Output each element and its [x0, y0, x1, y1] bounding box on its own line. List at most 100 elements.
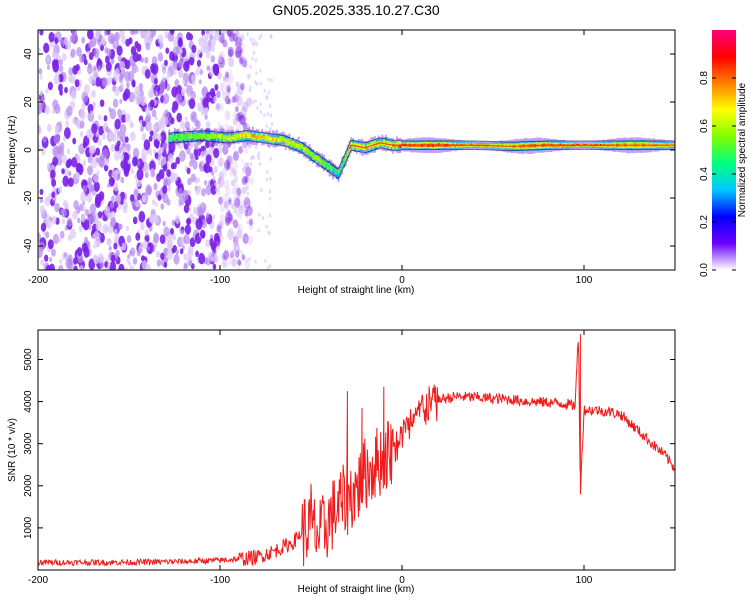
- noise-speckle: [224, 109, 231, 121]
- noise-speckle: [153, 149, 157, 155]
- noise-speckle: [222, 39, 228, 48]
- noise-speckle: [255, 81, 259, 86]
- noise-speckle: [249, 98, 253, 104]
- noise-speckle: [152, 199, 156, 206]
- noise-speckle: [228, 213, 233, 222]
- noise-speckle: [230, 156, 235, 164]
- noise-speckle: [228, 48, 233, 57]
- signal-segment: [223, 135, 225, 139]
- noise-speckle: [222, 193, 229, 204]
- noise-speckle: [52, 59, 58, 69]
- noise-speckle: [236, 95, 243, 107]
- noise-speckle: [177, 38, 183, 48]
- signal-segment: [323, 161, 325, 168]
- noise-speckle: [61, 218, 66, 225]
- noise-speckle: [160, 146, 164, 153]
- noise-speckle: [83, 180, 88, 187]
- noise-speckle: [86, 193, 93, 203]
- noise-speckle: [73, 265, 78, 270]
- noise-speckle: [114, 228, 118, 235]
- noise-speckle: [229, 68, 233, 74]
- signal-segment: [397, 145, 400, 148]
- spectrogram-y-tick-label: -40: [23, 238, 34, 253]
- noise-speckle: [241, 186, 247, 195]
- noise-speckle: [105, 55, 110, 64]
- noise-speckle: [169, 51, 175, 61]
- noise-speckle: [203, 149, 208, 157]
- signal-segment: [193, 135, 196, 138]
- noise-speckle: [46, 64, 51, 70]
- noise-speckle: [179, 248, 184, 255]
- noise-speckle: [213, 147, 220, 159]
- noise-speckle: [224, 249, 229, 258]
- noise-speckle: [42, 136, 47, 143]
- colorbar-label: Normalized spectral amplitude: [737, 82, 748, 217]
- noise-speckle: [254, 98, 257, 103]
- noise-speckle: [183, 234, 190, 245]
- noise-speckle: [195, 69, 200, 76]
- noise-speckle: [31, 70, 35, 76]
- noise-speckle: [93, 255, 100, 265]
- noise-speckle: [197, 102, 203, 112]
- noise-speckle: [140, 222, 145, 231]
- noise-speckle: [188, 33, 193, 41]
- noise-speckle: [88, 40, 93, 49]
- signal-segment: [270, 137, 273, 140]
- noise-speckle: [90, 110, 94, 116]
- noise-speckle: [224, 95, 230, 105]
- noise-speckle: [198, 37, 202, 42]
- noise-speckle: [73, 200, 79, 210]
- noise-speckle: [134, 41, 139, 49]
- noise-speckle: [120, 136, 124, 142]
- noise-speckle: [210, 243, 215, 251]
- noise-speckle: [173, 254, 180, 265]
- noise-speckle: [182, 79, 186, 85]
- noise-speckle: [237, 223, 244, 233]
- noise-speckle: [216, 90, 221, 98]
- noise-speckle: [166, 70, 171, 78]
- signal-segment: [244, 134, 247, 138]
- signal-segment: [368, 145, 371, 149]
- noise-speckle: [215, 186, 220, 193]
- noise-speckle: [72, 137, 77, 145]
- noise-speckle: [210, 184, 217, 195]
- noise-speckle: [234, 177, 238, 183]
- noise-speckle: [87, 64, 93, 75]
- noise-speckle: [188, 260, 193, 267]
- noise-speckle: [45, 219, 52, 229]
- noise-speckle: [115, 168, 119, 175]
- noise-speckle: [165, 47, 170, 54]
- noise-speckle: [249, 85, 252, 90]
- noise-speckle: [150, 63, 157, 74]
- noise-speckle: [244, 147, 249, 155]
- noise-speckle: [235, 30, 240, 38]
- noise-speckle: [76, 247, 83, 257]
- noise-speckle: [138, 211, 146, 223]
- noise-speckle: [254, 145, 258, 150]
- noise-speckle: [130, 46, 137, 56]
- noise-speckle: [175, 215, 181, 224]
- noise-speckle: [235, 106, 239, 113]
- noise-speckle: [230, 251, 235, 259]
- noise-speckle: [226, 44, 230, 51]
- noise-speckle: [214, 181, 218, 187]
- noise-speckle: [245, 116, 248, 122]
- noise-speckle: [106, 237, 112, 246]
- noise-speckle: [270, 122, 274, 127]
- signal-segment: [188, 135, 191, 140]
- signal-segment: [175, 135, 178, 139]
- noise-speckle: [246, 162, 250, 167]
- noise-speckle: [82, 185, 88, 193]
- signal-segment: [199, 135, 202, 139]
- noise-speckle: [118, 263, 125, 270]
- noise-speckle: [136, 67, 140, 73]
- noise-speckle: [172, 162, 177, 170]
- noise-speckle: [209, 33, 214, 41]
- noise-speckle: [204, 114, 208, 120]
- noise-speckle: [79, 130, 84, 138]
- signal-segment: [221, 136, 223, 139]
- noise-speckle: [57, 237, 62, 243]
- noise-speckle: [242, 101, 249, 112]
- noise-speckle: [224, 200, 230, 211]
- noise-speckle: [259, 81, 262, 86]
